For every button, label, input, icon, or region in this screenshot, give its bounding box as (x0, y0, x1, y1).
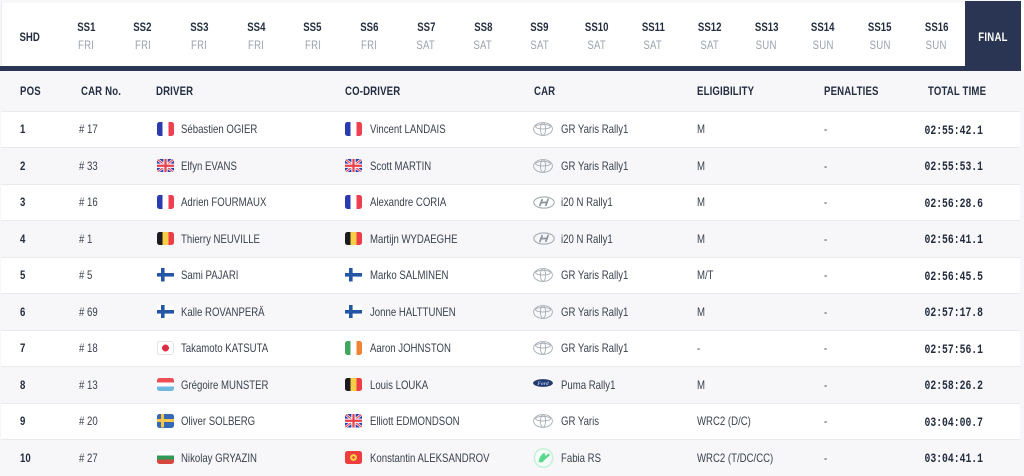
svg-text:Ford: Ford (537, 381, 549, 387)
